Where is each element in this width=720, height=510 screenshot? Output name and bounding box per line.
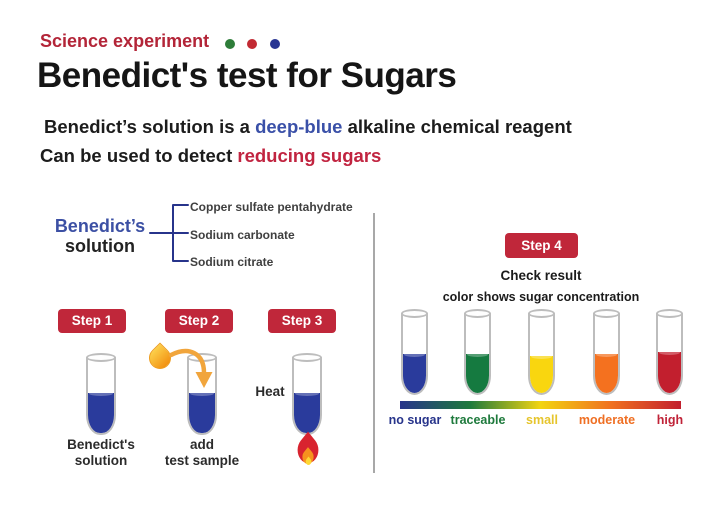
step3-liquid (294, 391, 320, 433)
red-dot-icon (247, 39, 257, 49)
composition-bracket (149, 204, 189, 262)
intro-line-1-pre: Benedict’s solution is a (44, 116, 256, 137)
step1-caption-line1: Benedict's (67, 437, 135, 452)
green-dot-icon (225, 39, 235, 49)
step1-caption: Benedict's solution (51, 437, 151, 469)
benedicts-solution-liquid (88, 391, 114, 433)
step1-badge: Step 1 (58, 309, 126, 333)
check-result-heading: Check result (500, 268, 582, 283)
tube-rim (292, 353, 322, 362)
kicker-label: Science experiment (40, 31, 210, 51)
tube-body (528, 313, 555, 395)
tube-body (86, 357, 116, 435)
tube-rim (593, 309, 620, 318)
intro-line-2-pre: Can be used to detect (40, 145, 238, 166)
concentration-gradient-bar (400, 401, 681, 409)
result-liquid (466, 352, 489, 393)
step3-badge: Step 3 (268, 309, 336, 333)
tube-body (593, 313, 620, 395)
tube-rim (656, 309, 683, 318)
result-liquid (595, 352, 618, 393)
heat-label: Heat (255, 384, 285, 399)
tube-rim (401, 309, 428, 318)
concentration-subheading: color shows sugar concentration (442, 290, 640, 304)
result-label-traceable: traceable (450, 413, 506, 427)
tube-rim (86, 353, 116, 362)
intro-line-2: Can be used to detect reducing sugars (40, 145, 381, 167)
pour-arrow-icon (168, 348, 213, 388)
tube-body (401, 313, 428, 395)
result-tube-high (656, 309, 683, 395)
flame-icon (292, 430, 324, 474)
component-item-2: Sodium carbonate (190, 228, 295, 242)
step2-caption-line1: add (189, 437, 214, 452)
step1-caption-line2: solution (74, 453, 128, 468)
solution-name: Benedict’s solution (40, 216, 160, 256)
result-label-high: high (656, 413, 684, 427)
section-divider (373, 213, 375, 473)
page-title: Benedict's test for Sugars (37, 56, 457, 95)
result-liquid (403, 352, 426, 393)
result-liquid (658, 350, 681, 393)
step4-badge: Step 4 (505, 233, 578, 258)
result-tube-no-sugar (401, 309, 428, 395)
blue-dot-icon (270, 39, 280, 49)
result-label-no-sugar: no sugar (388, 413, 442, 427)
step2-caption-line2: test sample (164, 453, 240, 468)
tube-rim (464, 309, 491, 318)
tube-body (292, 357, 322, 435)
result-tube-traceable (464, 309, 491, 395)
reducing-sugars-highlight: reducing sugars (237, 145, 382, 166)
step2-liquid (189, 391, 215, 433)
intro-line-1-post: alkaline chemical reagent (342, 116, 572, 137)
intro-line-1: Benedict’s solution is a deep-blue alkal… (44, 116, 572, 138)
result-tube-small (528, 309, 555, 395)
result-liquid (530, 354, 553, 393)
step2-badge: Step 2 (165, 309, 233, 333)
step2-caption: add test sample (152, 437, 252, 469)
result-tube-moderate (593, 309, 620, 395)
result-label-small: small (526, 413, 558, 427)
component-item-3: Sodium citrate (190, 255, 274, 269)
component-item-1: Copper sulfate pentahydrate (190, 200, 353, 214)
deep-blue-highlight: deep-blue (255, 116, 343, 137)
step3-test-tube (292, 353, 322, 435)
tube-body (464, 313, 491, 395)
step1-test-tube (86, 353, 116, 435)
tube-rim (528, 309, 555, 318)
result-label-moderate: moderate (578, 413, 636, 427)
tube-body (656, 313, 683, 395)
solution-name-line2: solution (65, 236, 135, 256)
solution-name-line1: Benedict’s (54, 216, 146, 236)
